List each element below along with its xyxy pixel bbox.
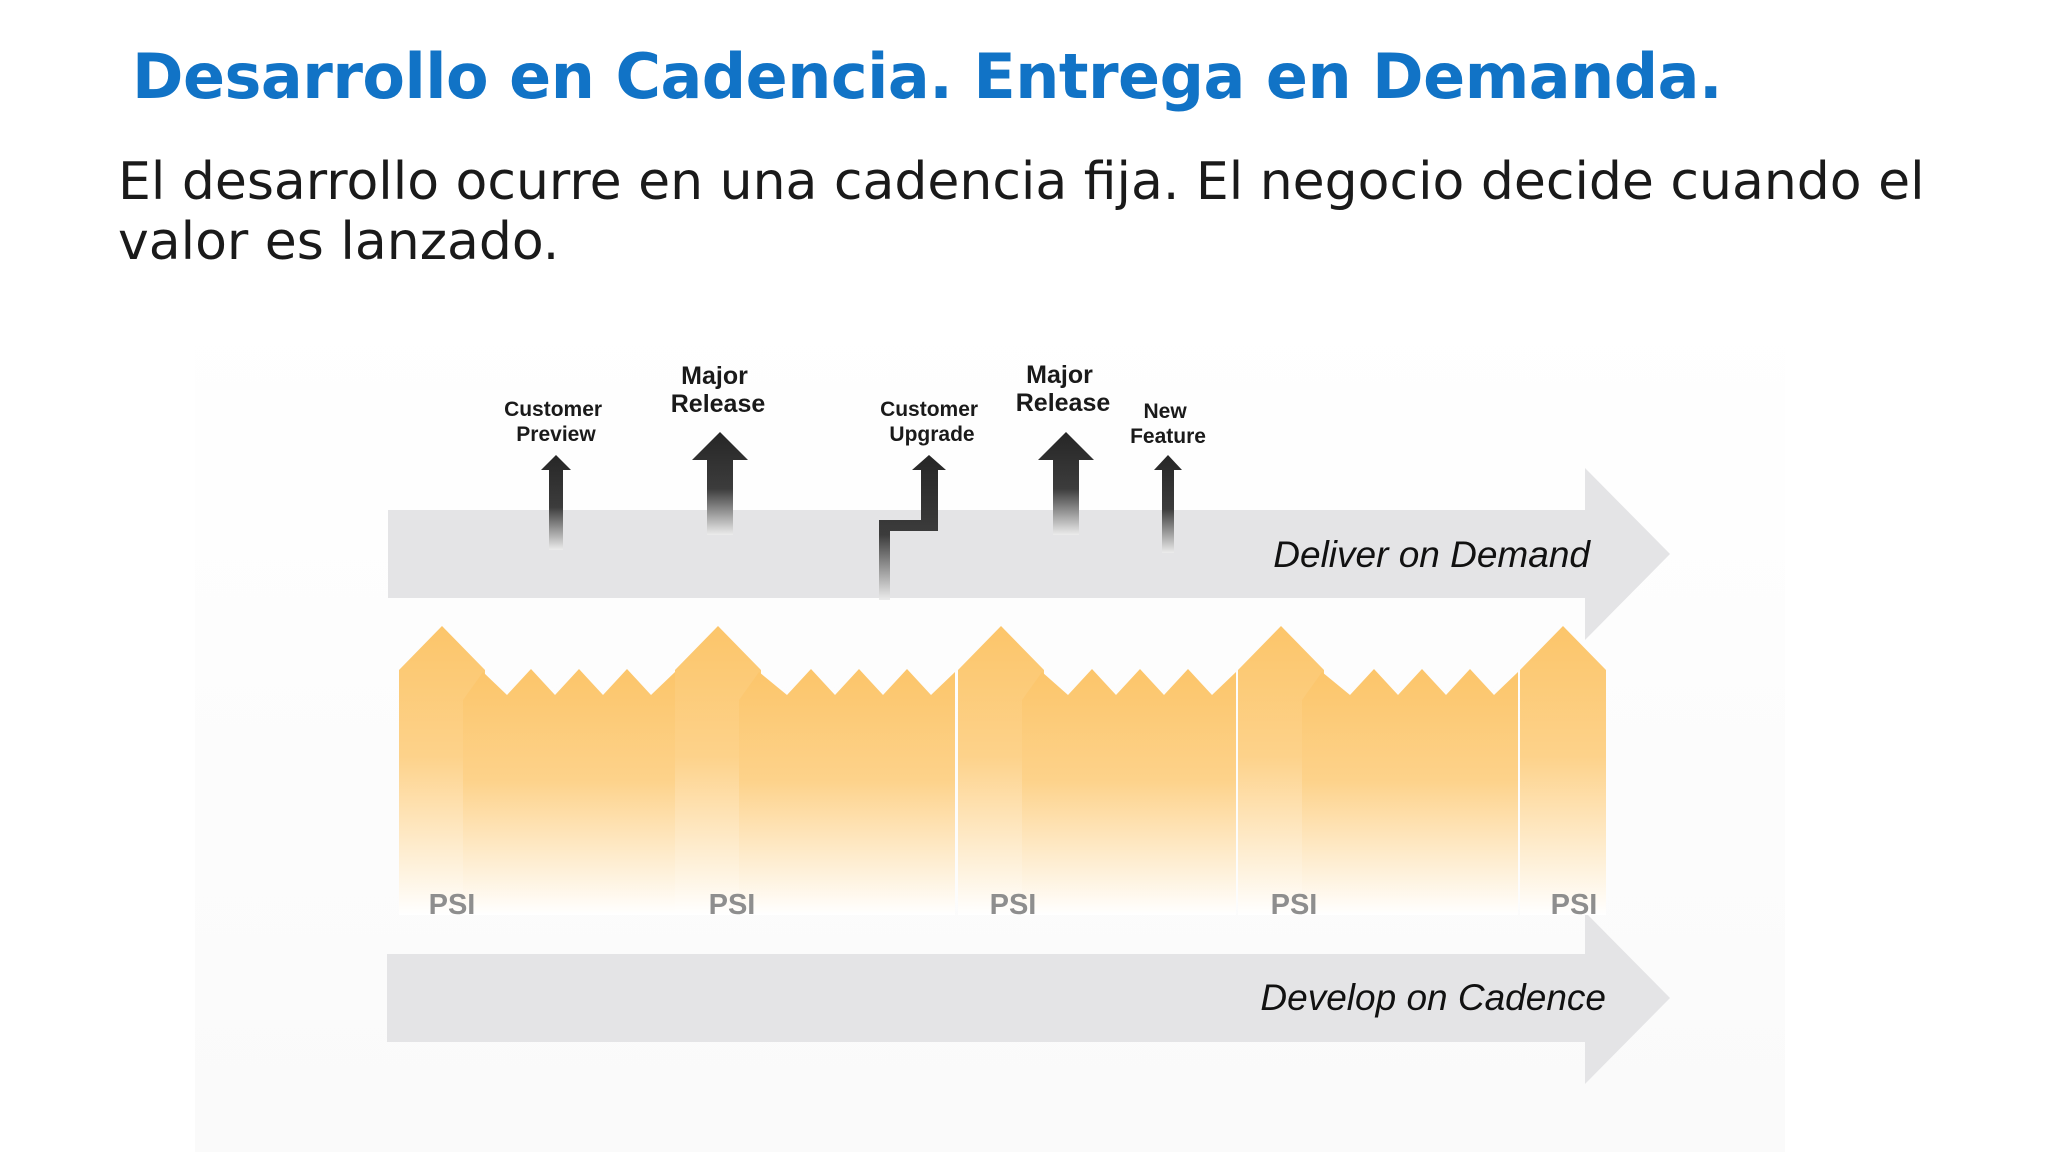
psi-peak-block <box>1520 626 1606 915</box>
event-label-major-release-2: Major Release <box>1016 361 1111 417</box>
increment-blocks <box>399 626 1606 915</box>
event-label-line: Customer <box>880 398 978 421</box>
event-label-line: Major <box>1026 361 1093 389</box>
event-label-line: Major <box>681 362 748 390</box>
iteration-block <box>1022 669 1236 915</box>
customer-preview-arrow <box>541 455 571 550</box>
psi-label-2: PSI <box>709 889 756 921</box>
major-release-arrow-2 <box>1038 432 1094 535</box>
iteration-block <box>739 669 955 915</box>
psi-label-3: PSI <box>990 889 1037 921</box>
customer-upgrade-arrow <box>879 455 946 600</box>
event-label-line: Upgrade <box>889 423 974 446</box>
psi-label-5: PSI <box>1551 889 1598 921</box>
event-label-line: Customer <box>504 398 602 421</box>
event-label-new-feature: New Feature <box>1130 400 1206 448</box>
slide-title: Desarrollo en Cadencia. Entrega en Deman… <box>132 40 1723 113</box>
event-label-line: New <box>1143 400 1187 423</box>
event-label-line: Release <box>1016 389 1111 417</box>
event-label-customer-upgrade: Customer Upgrade <box>880 398 984 446</box>
event-label-line: Preview <box>516 423 596 446</box>
deliver-on-demand-label: Deliver on Demand <box>1273 534 1591 575</box>
slide-subtitle: El desarrollo ocurre en una cadencia fij… <box>118 152 1925 272</box>
develop-on-cadence-arrow <box>387 912 1670 1084</box>
iteration-block <box>463 669 675 915</box>
major-release-arrow-1 <box>692 432 748 535</box>
event-label-major-release-1: Major Release <box>671 362 766 418</box>
psi-label-1: PSI <box>429 889 476 921</box>
new-feature-arrow <box>1154 455 1182 553</box>
psi-label-4: PSI <box>1271 889 1318 921</box>
iteration-block <box>1302 669 1518 915</box>
event-label-line: Feature <box>1130 425 1206 448</box>
event-label-line: Release <box>671 390 766 418</box>
develop-on-cadence-label: Develop on Cadence <box>1260 977 1606 1018</box>
event-label-customer-preview: Customer Preview <box>504 398 608 446</box>
